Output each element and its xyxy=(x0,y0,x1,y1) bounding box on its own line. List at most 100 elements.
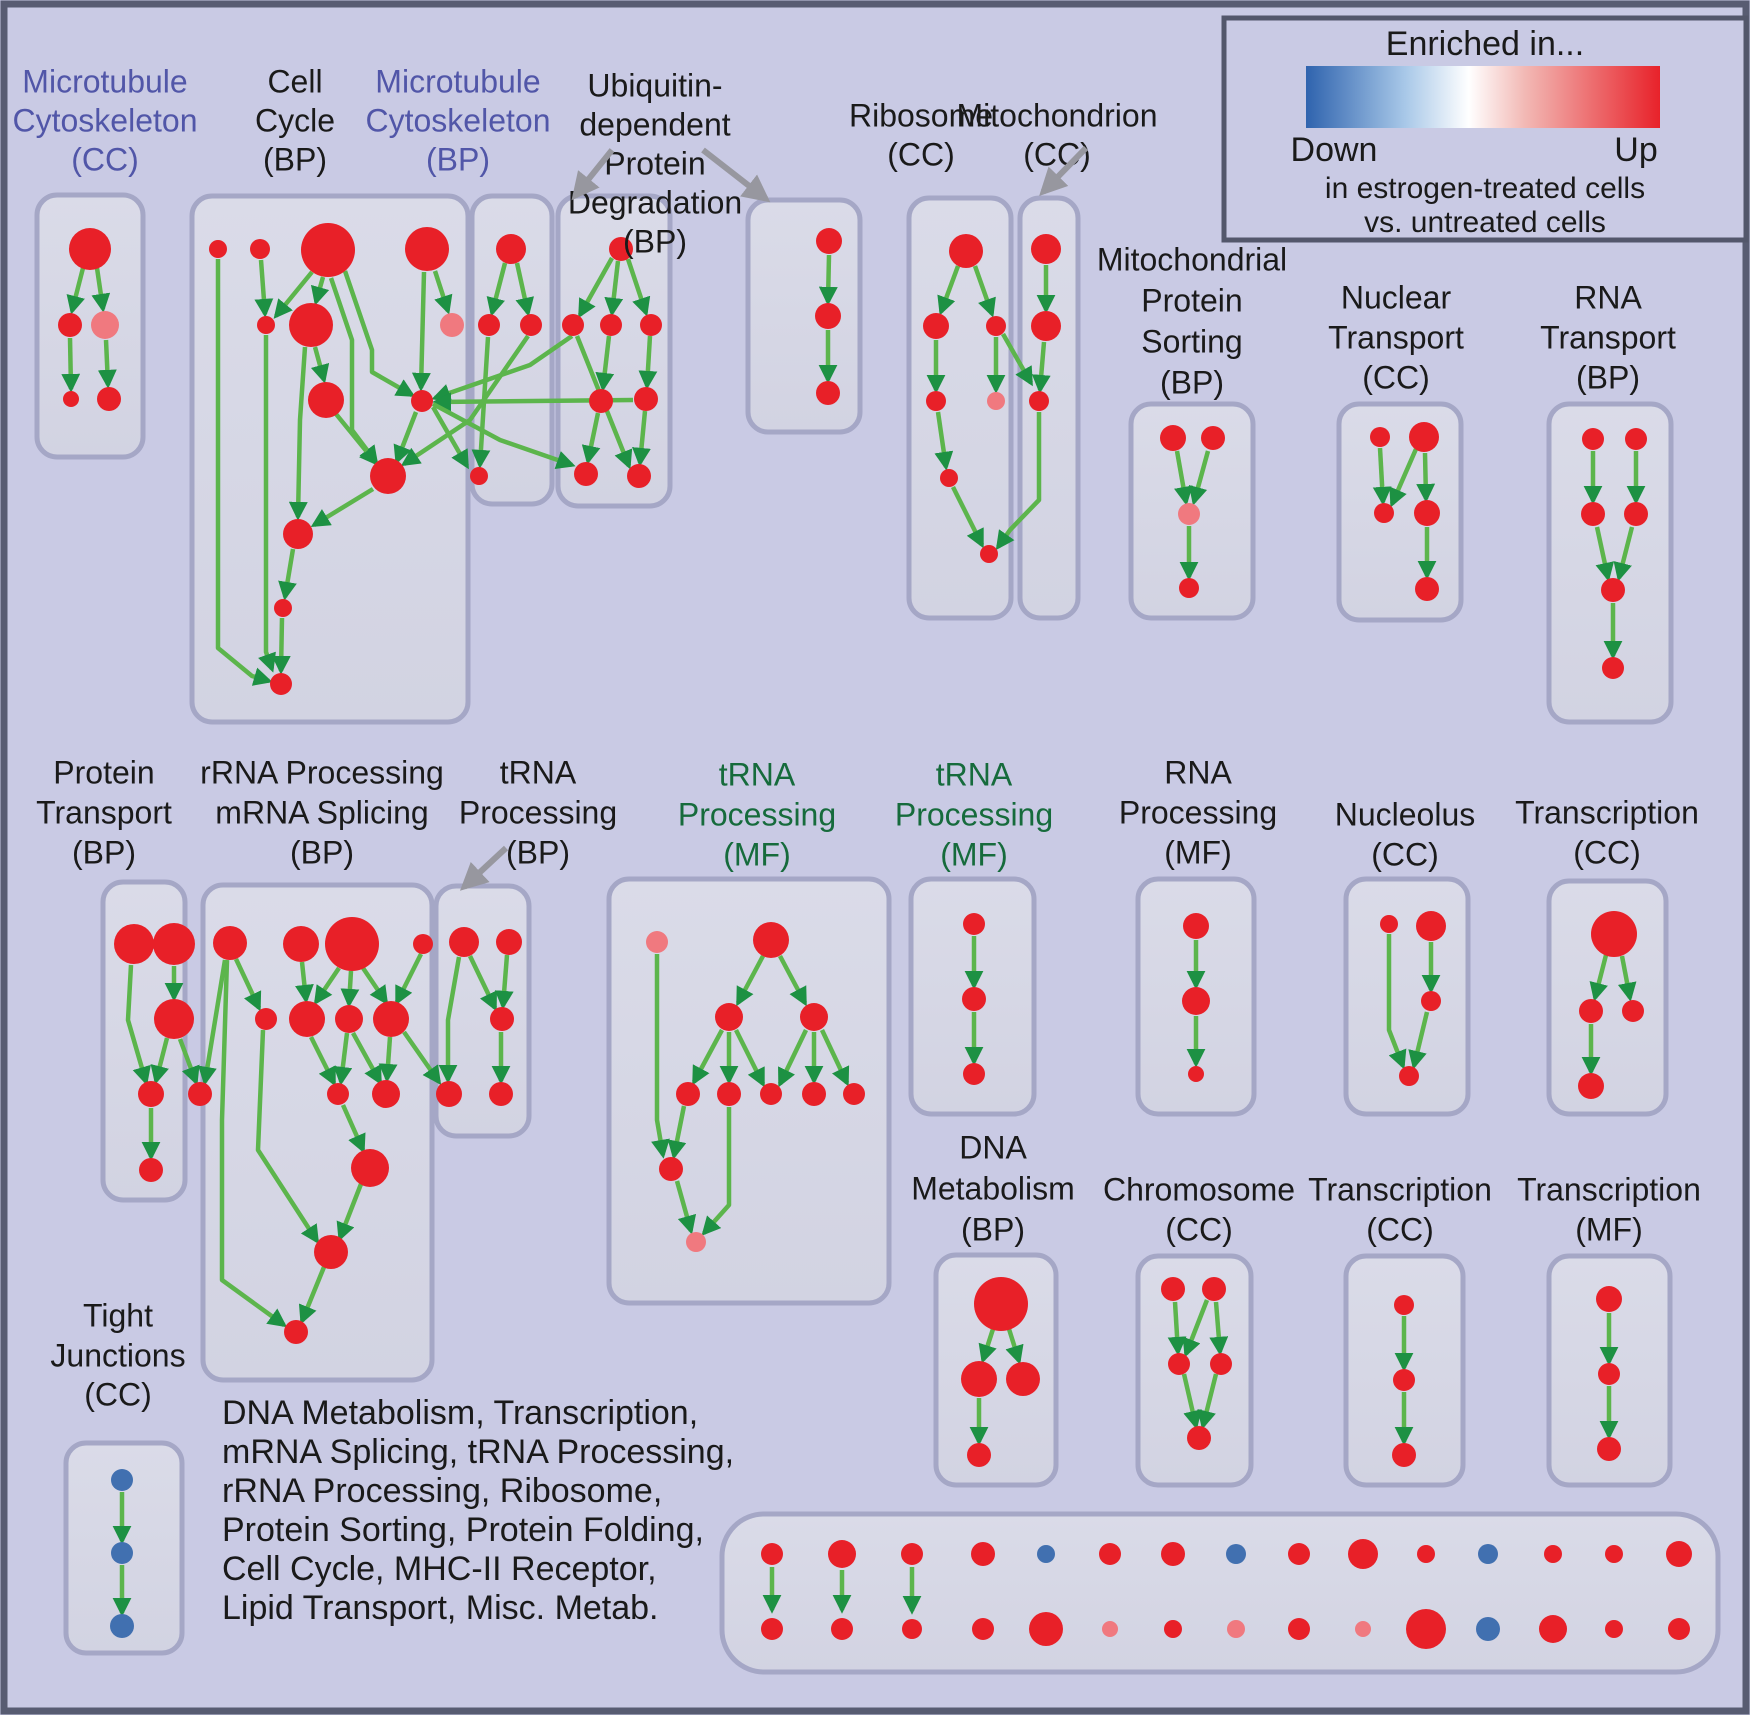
trna-processing-mf-1-box xyxy=(606,876,892,1306)
mitochondrial-protein-sorting-label: Protein xyxy=(1141,282,1242,318)
ubiquitin-degradation-2-box xyxy=(745,197,863,435)
trna-processing-bp-label: tRNA xyxy=(500,754,577,790)
go-term-node xyxy=(1227,1620,1245,1638)
go-term-node xyxy=(351,1149,389,1187)
mitochondrion-box xyxy=(1017,195,1081,621)
transcription-mf-label: Transcription xyxy=(1517,1171,1701,1207)
go-edge xyxy=(578,256,614,319)
go-term-node xyxy=(1164,1620,1182,1638)
go-edge xyxy=(255,1029,320,1245)
go-term-node xyxy=(1168,1353,1190,1375)
go-term-node xyxy=(110,1614,134,1638)
go-term-node xyxy=(761,1618,783,1640)
go-edge xyxy=(778,954,807,1007)
go-edge xyxy=(61,337,81,393)
ubiquitin-degradation-label-label: dependent xyxy=(579,106,730,142)
rna-processing-mf-label: Processing xyxy=(1119,794,1277,830)
go-edge xyxy=(978,1328,997,1364)
nucleolus-label: (CC) xyxy=(1371,836,1439,872)
cell-cycle-label: Cell xyxy=(267,63,322,99)
go-edge xyxy=(1174,450,1193,506)
go-edge xyxy=(701,1107,732,1236)
rrna-processing-mrna-splicing-label: mRNA Splicing xyxy=(215,794,428,830)
go-edge xyxy=(215,259,273,686)
go-term-node xyxy=(283,926,319,962)
go-edge xyxy=(1372,447,1392,506)
go-term-node xyxy=(963,1063,985,1085)
go-term-node xyxy=(1406,1609,1446,1649)
go-term-node xyxy=(1393,1369,1415,1391)
go-term-node xyxy=(574,462,598,486)
go-term-node xyxy=(411,390,433,412)
go-term-node xyxy=(1598,1363,1620,1385)
go-edge xyxy=(438,956,462,1084)
go-edge xyxy=(1389,448,1419,508)
go-term-node xyxy=(1596,1286,1622,1312)
go-term-node xyxy=(1226,1544,1246,1564)
go-term-node xyxy=(1031,311,1061,341)
misc-clusters-note: Protein Sorting, Protein Folding, xyxy=(222,1511,704,1549)
go-edge xyxy=(667,1105,687,1160)
go-term-node xyxy=(1602,657,1624,679)
go-term-node xyxy=(1288,1618,1310,1640)
go-edge xyxy=(334,412,379,466)
go-term-node xyxy=(139,1158,163,1182)
go-term-node xyxy=(761,1543,783,1565)
go-term-node xyxy=(831,1618,853,1640)
go-term-node xyxy=(815,303,841,329)
go-term-node xyxy=(659,1157,683,1181)
go-term-node xyxy=(816,228,842,254)
dna-metabolism-label: Metabolism xyxy=(911,1170,1075,1206)
go-term-node xyxy=(972,1618,994,1640)
go-term-node xyxy=(372,1080,400,1108)
go-edge xyxy=(818,254,838,306)
go-term-node xyxy=(962,987,986,1011)
legend-subtitle-line2: vs. untreated cells xyxy=(1364,206,1606,239)
label-pointer-arrow xyxy=(571,148,615,201)
go-edge xyxy=(1197,1373,1219,1430)
go-edge xyxy=(1408,1011,1430,1070)
trna-processing-mf-2-label: tRNA xyxy=(936,756,1013,792)
go-term-node xyxy=(1539,1615,1567,1643)
go-term-node xyxy=(283,519,313,549)
go-term-node xyxy=(58,313,82,337)
go-edge xyxy=(471,336,491,469)
go-term-node xyxy=(1409,422,1439,452)
go-edge xyxy=(638,335,658,390)
rna-processing-mf-label: RNA xyxy=(1164,754,1232,790)
go-edge xyxy=(1386,934,1407,1070)
rna-transport-label: (BP) xyxy=(1576,359,1640,395)
go-term-node xyxy=(496,234,526,264)
legend-up-label: Up xyxy=(1614,131,1657,169)
go-term-node xyxy=(325,917,379,971)
misc-terms-box xyxy=(719,1511,1721,1675)
go-term-node xyxy=(1476,1617,1500,1641)
go-term-node xyxy=(405,227,449,271)
chromosome-label: (CC) xyxy=(1165,1211,1233,1247)
chromosome-box xyxy=(1135,1253,1254,1488)
go-term-node xyxy=(111,1542,133,1564)
go-term-node xyxy=(209,240,227,258)
misc-clusters-note: mRNA Splicing, tRNA Processing, xyxy=(222,1433,734,1471)
go-edge xyxy=(340,1104,366,1154)
go-edge xyxy=(1589,954,1609,1002)
go-term-node xyxy=(274,599,292,617)
ubiquitin-degradation-label-label: Ubiquitin- xyxy=(587,67,722,103)
microtubule-bp-label: (BP) xyxy=(426,141,490,177)
go-edge xyxy=(393,411,419,465)
go-term-node xyxy=(335,1005,363,1033)
go-edge xyxy=(336,1183,364,1242)
go-term-node xyxy=(1178,503,1200,525)
go-edge xyxy=(333,1032,353,1086)
go-edge xyxy=(777,1029,809,1088)
go-term-node xyxy=(97,387,121,411)
tight-junctions-label: Tight xyxy=(83,1297,153,1333)
go-term-node xyxy=(1202,1277,1226,1301)
ribosome-label: Ribosome xyxy=(849,97,993,133)
go-term-node xyxy=(589,389,613,413)
go-edge xyxy=(361,966,389,1006)
go-edge xyxy=(271,617,291,675)
go-term-node xyxy=(967,1443,991,1467)
